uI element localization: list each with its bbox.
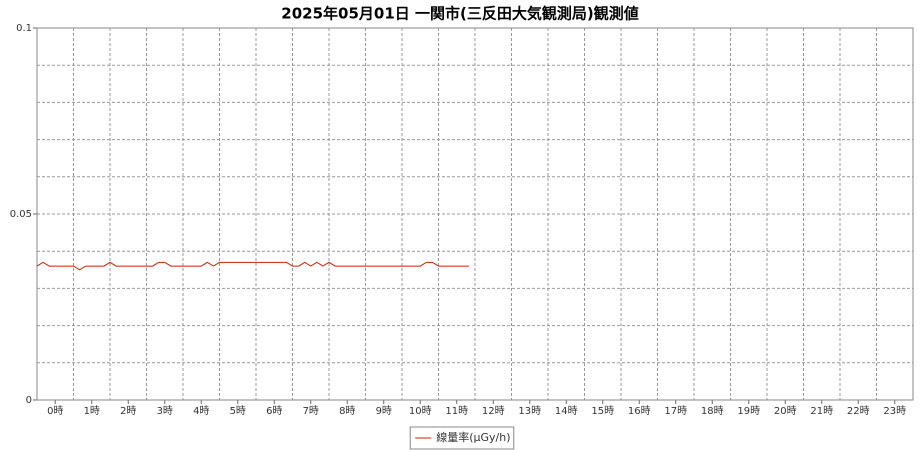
x-tick-label: 0時 [47,405,63,417]
x-tick-label: 3時 [157,405,173,417]
x-tick-label: 4時 [193,405,209,417]
x-tick-label: 13時 [518,405,541,417]
series-line [36,261,469,271]
x-tick-label: 1時 [84,405,100,417]
x-tick-label: 19時 [737,405,760,417]
x-tick-label: 21時 [810,405,833,417]
legend-label: 線量率(µGy/h) [436,430,510,444]
x-tick-label: 10時 [409,405,432,417]
y-tick-label: 0.05 [10,209,32,220]
legend: 線量率(µGy/h) [409,426,515,450]
x-tick-label: 23時 [883,405,906,417]
x-tick-label: 18時 [701,405,724,417]
y-tick-label: 0 [26,395,32,406]
chart-title: 2025年05月01日 一関市(三反田大気観測局)観測値 [281,5,638,23]
x-tick-label: 22時 [847,405,870,417]
x-tick-label: 11時 [445,405,468,417]
x-tick-label: 8時 [339,405,355,417]
x-tick-label: 20時 [774,405,797,417]
x-tick-label: 17時 [664,405,687,417]
y-tick-label: 0.1 [16,23,32,34]
x-tick-label: 9時 [376,405,392,417]
legend-box [409,426,515,450]
plot-border [36,27,914,401]
x-tick-label: 6時 [266,405,282,417]
x-tick-label: 5時 [230,405,246,417]
x-tick-label: 15時 [591,405,614,417]
x-tick-label: 2時 [120,405,136,417]
x-tick-label: 16時 [628,405,651,417]
x-tick-label: 12時 [482,405,505,417]
x-tick-label: 7時 [303,405,319,417]
x-tick-label: 14時 [555,405,578,417]
